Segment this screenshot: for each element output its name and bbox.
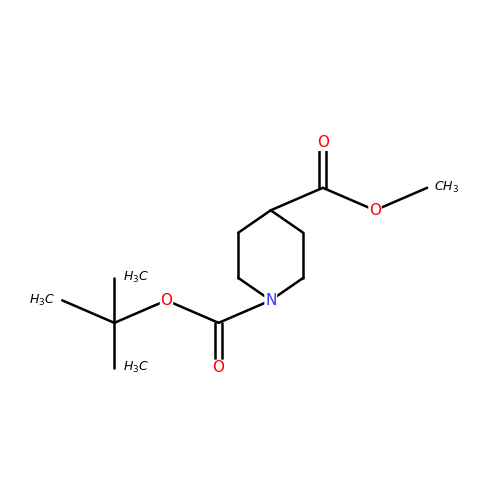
Text: O: O xyxy=(212,360,224,376)
Text: N: N xyxy=(265,293,276,308)
Text: $H_3C$: $H_3C$ xyxy=(29,293,55,308)
Text: O: O xyxy=(317,136,329,150)
Text: $H_3C$: $H_3C$ xyxy=(123,360,149,376)
Text: O: O xyxy=(160,293,172,308)
Text: O: O xyxy=(369,203,381,218)
Text: $H_3C$: $H_3C$ xyxy=(123,270,149,285)
Text: $CH_3$: $CH_3$ xyxy=(434,180,459,196)
